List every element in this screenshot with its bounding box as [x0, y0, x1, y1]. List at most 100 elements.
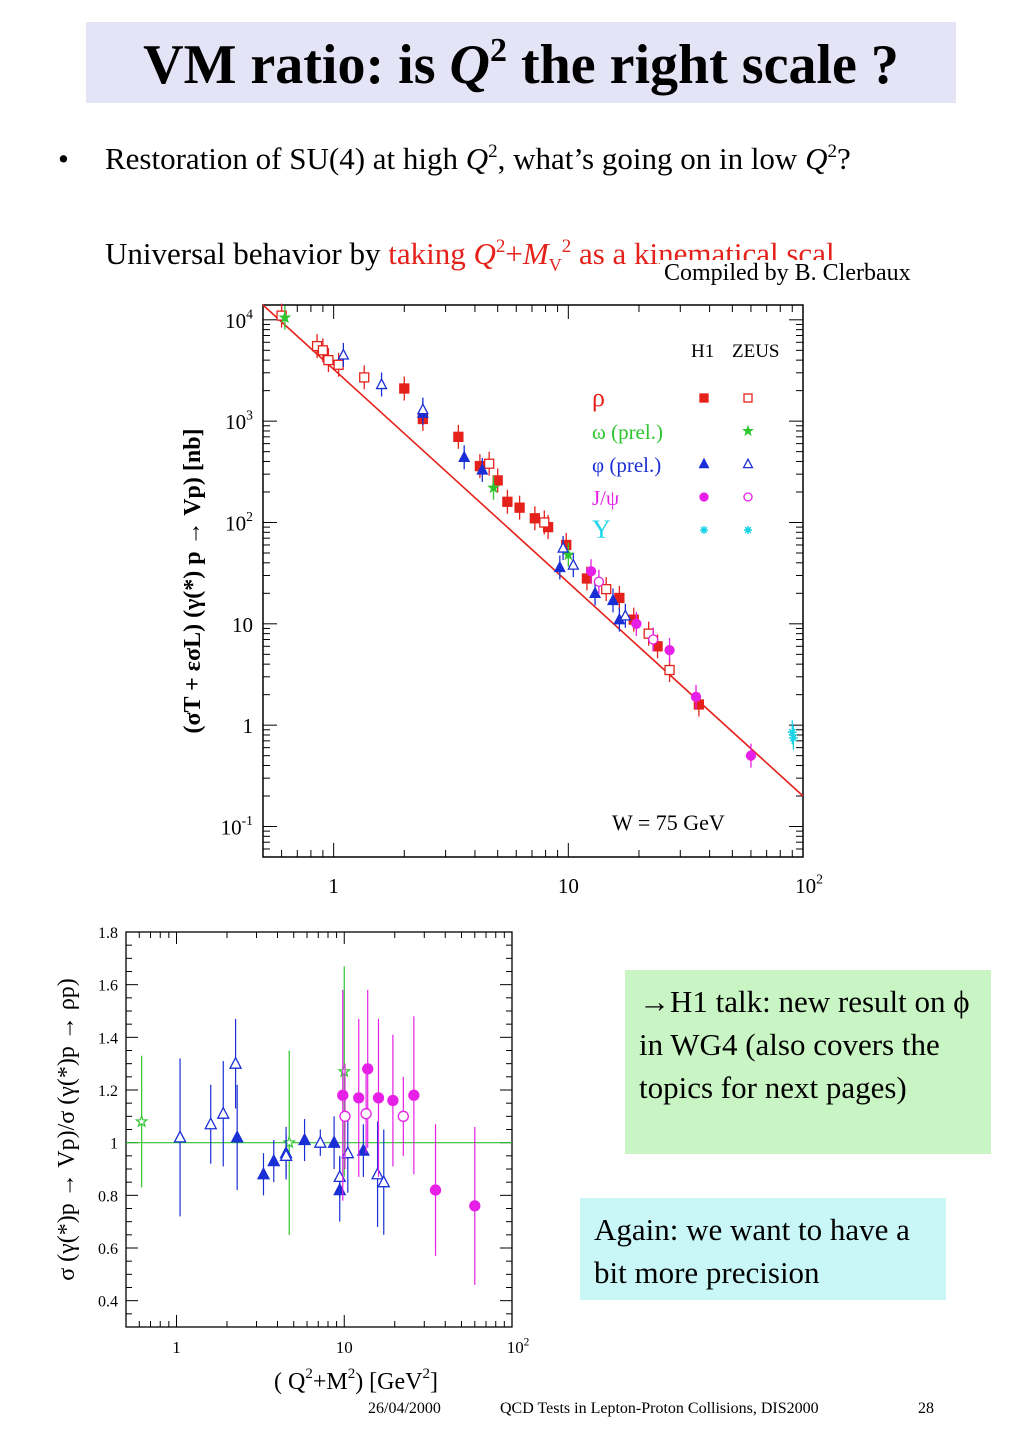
data-point [416, 402, 429, 415]
legend-entry-label: ρ [592, 383, 605, 412]
data-point [173, 1129, 187, 1143]
legend-zeus-header: ZEUS [732, 341, 780, 362]
legend-marker [699, 393, 709, 403]
precision-note: Again: we want to have a bit more precis… [580, 1198, 946, 1300]
y-tick-label: 104 [225, 306, 253, 332]
data-point [469, 1200, 481, 1212]
data-point [787, 727, 797, 737]
data-point [529, 513, 540, 524]
w-energy-label: W = 75 GeV [612, 810, 725, 835]
data-point [297, 1132, 312, 1146]
data-point [619, 608, 632, 621]
data-point [278, 310, 292, 324]
data-point [323, 354, 334, 366]
footer-conference: QCD Tests in Lepton-Proton Collisions, D… [500, 1400, 819, 1417]
legend-marker [743, 393, 753, 403]
y-tick-label: 1.6 [98, 978, 118, 995]
data-point [256, 1166, 271, 1180]
data-point [359, 372, 370, 383]
footer-date: 26/04/2000 [368, 1400, 441, 1417]
data-point [333, 1169, 347, 1183]
bullet-1: • Restoration of SU(4) at high Q2, what’… [58, 141, 851, 176]
data-point [377, 1174, 391, 1188]
y-tick-label: 10 [232, 613, 253, 637]
legend-marker [742, 457, 754, 469]
data-point [204, 1116, 218, 1130]
data-point [360, 1108, 372, 1120]
x-tick-label: 10 [558, 874, 579, 898]
x-tick-label: 10 [336, 1338, 353, 1357]
data-point [557, 541, 570, 553]
y-tick-label: 1 [243, 714, 254, 738]
footer-page-number: 28 [918, 1400, 934, 1417]
h1-talk-note: →H1 talk: new result on ϕ in WG4 (also c… [625, 970, 991, 1154]
data-point [606, 593, 620, 606]
data-point [327, 1135, 341, 1148]
data-point [601, 583, 612, 595]
y-tick-label: 1.4 [98, 1030, 118, 1047]
data-point [337, 1089, 349, 1101]
data-point [476, 463, 489, 475]
data-point [487, 481, 500, 494]
legend-marker [742, 424, 754, 437]
data-point [317, 345, 329, 356]
legend-entry-label: J/ψ [592, 486, 619, 510]
data-point [279, 1148, 293, 1161]
data-point [458, 450, 471, 462]
data-point [375, 377, 388, 390]
data-point [230, 1129, 244, 1143]
x-tick-label: 102 [795, 872, 823, 898]
data-point [788, 733, 798, 743]
y-tick-label: 1.8 [98, 925, 118, 942]
data-point [539, 517, 550, 528]
y-tick-label: 10-1 [221, 813, 253, 839]
data-point [399, 383, 410, 394]
legend-marker [699, 492, 709, 502]
data-point [453, 431, 464, 442]
compiled-by-label: Compiled by B. Clerbaux [660, 260, 915, 287]
data-point [387, 1094, 399, 1107]
data-point [408, 1089, 420, 1101]
data-point [362, 1063, 374, 1075]
legend-marker [744, 526, 752, 534]
data-point [337, 348, 350, 360]
data-point [567, 558, 580, 570]
data-point [353, 1092, 365, 1104]
data-point [372, 1092, 385, 1104]
data-point [664, 664, 675, 676]
legend-entry-label: ω (prel.) [592, 420, 663, 444]
data-point [492, 475, 503, 486]
legend-marker [698, 457, 710, 469]
data-point [429, 1184, 442, 1196]
slide-title: VM ratio: is Q2 the right scale ? [143, 32, 899, 97]
y-tick-label: 1 [110, 1136, 118, 1153]
y-tick-label: 0.8 [98, 1188, 118, 1205]
fit-line [262, 304, 804, 797]
data-point [267, 1153, 281, 1167]
data-point [313, 1135, 327, 1148]
x-axis-label: ( Q2+M2) [GeV2] [274, 1366, 438, 1395]
data-point [664, 644, 675, 656]
y-tick-label: 103 [225, 408, 253, 434]
data-point [502, 496, 513, 507]
data-point [370, 1166, 385, 1180]
data-point [216, 1106, 230, 1119]
legend-entry-label: φ (prel.) [592, 453, 661, 477]
legend-h1-header: H1 [691, 341, 714, 362]
ratio-plot-frame [125, 931, 513, 1328]
x-tick-label: 1 [328, 874, 339, 898]
x-tick-label: 102 [507, 1336, 530, 1357]
data-point [745, 750, 757, 761]
data-point [589, 586, 602, 599]
y-tick-label: 102 [225, 509, 253, 535]
data-point [585, 566, 597, 577]
data-point [561, 548, 575, 561]
data-point [593, 576, 605, 587]
title-banner: VM ratio: is Q2 the right scale ? [86, 22, 956, 103]
data-point [631, 618, 642, 629]
y-axis-label: (σT + εσL) (γ(*) p → Vp) [nb] [180, 428, 206, 733]
y-tick-label: 1.2 [98, 1083, 118, 1100]
x-tick-label: 1 [172, 1338, 181, 1357]
data-point [229, 1056, 243, 1069]
